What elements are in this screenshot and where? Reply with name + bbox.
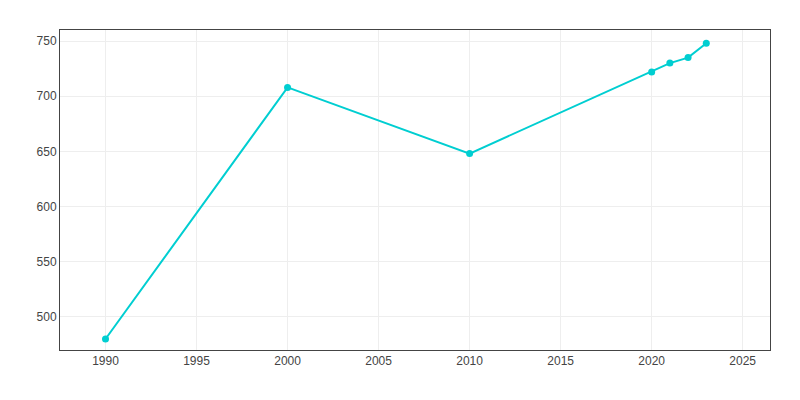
svg-text:550: 550	[37, 255, 57, 269]
svg-text:600: 600	[37, 200, 57, 214]
svg-text:2015: 2015	[547, 354, 574, 368]
svg-text:2005: 2005	[365, 354, 392, 368]
svg-text:700: 700	[37, 89, 57, 103]
svg-text:1995: 1995	[183, 354, 210, 368]
svg-text:750: 750	[37, 34, 57, 48]
svg-text:2025: 2025	[729, 354, 756, 368]
svg-text:500: 500	[37, 310, 57, 324]
svg-text:2010: 2010	[456, 354, 483, 368]
svg-text:2020: 2020	[638, 354, 665, 368]
svg-text:1990: 1990	[92, 354, 119, 368]
svg-text:2000: 2000	[274, 354, 301, 368]
svg-text:650: 650	[37, 145, 57, 159]
